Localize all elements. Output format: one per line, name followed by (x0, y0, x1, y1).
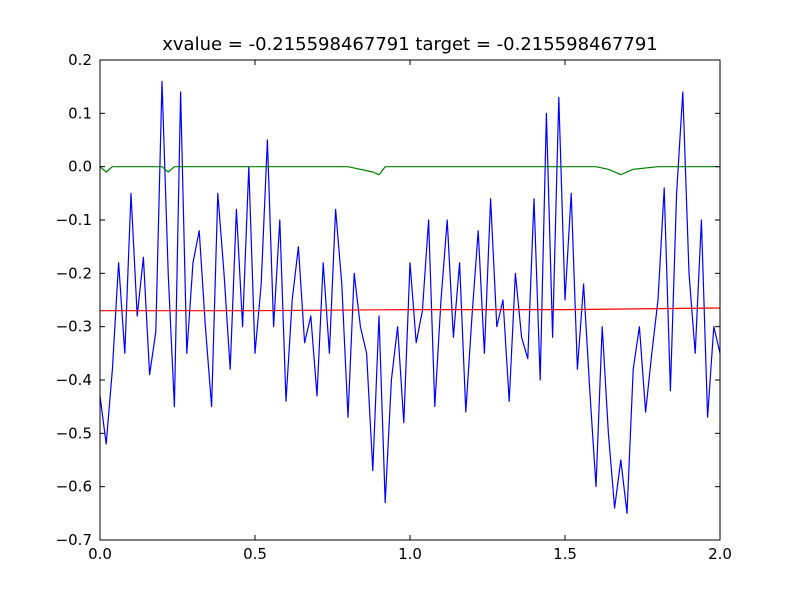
y-tick-label: 0.1 (68, 104, 92, 122)
series-group (99, 80, 721, 514)
y-tick-label: −0.2 (56, 264, 92, 282)
y-tick-label: −0.3 (56, 318, 92, 336)
chart-title: xvalue = -0.215598467791 target = -0.215… (162, 34, 658, 55)
series-line-2 (100, 307, 721, 312)
x-tick-label: 0.0 (88, 545, 112, 563)
axes-background (100, 60, 720, 540)
x-tick-label: 0.5 (243, 545, 267, 563)
ticks-group: 0.0 0.5 1.0 1.5 2.0 0.2 0.1 0.0 −0.1 −0.2 −0.3 −0.4… (56, 51, 732, 563)
y-tick-label: 0.0 (68, 158, 92, 176)
x-tick-label: 2.0 (708, 545, 732, 563)
y-tick-label: −0.1 (56, 211, 92, 229)
y-tick-label: 0.2 (68, 51, 92, 69)
plot-area (100, 60, 720, 540)
y-tick-label: −0.5 (56, 424, 92, 442)
series-line-1 (99, 166, 720, 176)
series-line-0 (99, 80, 721, 514)
y-tick-label: −0.4 (56, 371, 92, 389)
y-tick-label: −0.6 (56, 478, 92, 496)
x-tick-label: 1.5 (553, 545, 577, 563)
y-tick-label: −0.7 (56, 531, 92, 549)
x-tick-label: 1.0 (398, 545, 422, 563)
